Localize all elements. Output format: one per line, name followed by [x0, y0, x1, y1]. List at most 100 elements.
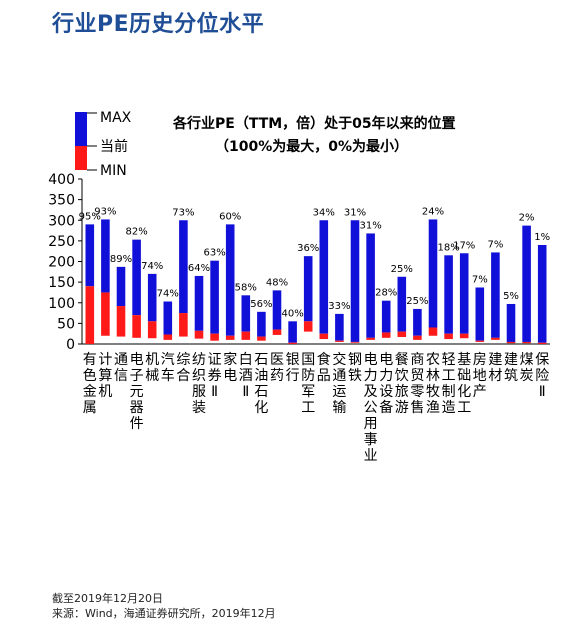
bar-current — [335, 340, 344, 342]
bar-current — [210, 333, 219, 341]
category-char: 电 — [223, 368, 237, 384]
percentile-label: 40% — [281, 308, 303, 319]
category-char: 工 — [457, 400, 471, 416]
category-char: 通 — [332, 368, 346, 384]
category-char: 煤 — [520, 352, 534, 368]
category-char: 炭 — [520, 368, 534, 384]
bar-current — [491, 337, 500, 340]
category-char: 林 — [426, 368, 440, 384]
category-char: 金 — [83, 384, 97, 400]
bar-max — [444, 255, 453, 334]
bar-current — [132, 315, 141, 338]
y-tick-label: 100 — [48, 296, 75, 312]
category-label: 钢铁 — [348, 352, 362, 384]
category-char: 酒 — [239, 368, 253, 384]
y-tick-label: 250 — [48, 234, 75, 250]
bar-max — [163, 301, 173, 335]
category-char: 国 — [301, 352, 315, 368]
category-char: 筑 — [504, 368, 518, 384]
legend-swatch-current — [75, 146, 87, 170]
category-char: 业 — [364, 448, 378, 464]
legend-label-max: MAX — [100, 110, 132, 126]
category-char: 装 — [192, 400, 206, 416]
y-axis: 0 50 100 150 200 250 300 350 400 — [48, 172, 550, 353]
category-char: 化 — [254, 400, 268, 416]
category-char: 化 — [457, 384, 471, 400]
category-char: 纺 — [192, 352, 206, 368]
category-char: 白 — [239, 352, 253, 368]
bar-current — [413, 335, 422, 340]
category-char: 证 — [208, 352, 222, 368]
chart-title-line1: 各行业PE（TTM，倍）处于05年以来的位置 — [172, 115, 456, 132]
category-label: 基础化工 — [457, 351, 471, 416]
bar-max — [116, 266, 126, 307]
category-char: 械 — [145, 368, 159, 384]
category-label: 房地产 — [473, 352, 487, 400]
category-label: 国防军工 — [301, 352, 315, 416]
category-char: 造 — [442, 400, 456, 416]
percentile-label: 17% — [453, 240, 475, 251]
category-label: 家电 — [223, 351, 237, 384]
bar-max — [397, 276, 407, 332]
footnote-date: 截至2019年12月20日 — [52, 592, 163, 605]
category-char: 力 — [364, 368, 378, 384]
category-char: 公 — [364, 400, 378, 416]
percentile-label: 93% — [94, 206, 116, 217]
bar-current — [475, 340, 485, 342]
bar-max — [537, 245, 547, 343]
category-char: 险 — [535, 368, 549, 384]
legend-label-current: 当前 — [100, 138, 128, 155]
category-label: 食品 — [317, 351, 331, 384]
page-title: 行业PE历史分位水平 — [52, 12, 265, 37]
category-label: 医药 — [270, 352, 284, 384]
category-char: 军 — [301, 384, 315, 400]
category-char: 机 — [145, 352, 159, 368]
bar-current — [147, 321, 157, 339]
category-char: 家 — [223, 351, 237, 368]
category-char: 属 — [83, 400, 97, 416]
category-char: 材 — [488, 368, 502, 384]
percentile-label: 48% — [266, 277, 288, 288]
bar-max — [381, 300, 391, 333]
bar-max — [350, 220, 360, 342]
percentile-label: 25% — [406, 296, 428, 307]
category-label: 纺织服装 — [192, 352, 206, 416]
percentile-label: 74% — [157, 289, 179, 300]
category-char: 游 — [395, 400, 409, 416]
category-char: 建 — [504, 352, 518, 368]
category-char: 工 — [442, 368, 456, 384]
bar-current — [522, 341, 531, 344]
category-char: 铁 — [348, 368, 362, 384]
bar-max — [366, 233, 375, 338]
bar-current — [537, 342, 547, 344]
category-label: 白酒 Ⅱ — [239, 352, 253, 400]
bar-max — [522, 225, 531, 342]
category-label: 综合 — [176, 352, 190, 384]
bars — [85, 219, 547, 344]
bar-max — [491, 252, 500, 338]
category-label: 农林牧渔 — [426, 352, 440, 416]
category-label: 机械 — [145, 352, 159, 384]
category-label: 证券 Ⅱ — [208, 352, 222, 400]
category-char: 建 — [488, 352, 502, 368]
category-char: 石 — [254, 384, 268, 400]
percentile-label: 74% — [141, 261, 163, 272]
bar-current — [319, 333, 329, 340]
percentile-label: 18% — [437, 242, 459, 253]
bar-max — [319, 220, 329, 334]
bar-current — [428, 327, 438, 336]
bar-current — [459, 333, 469, 339]
percentile-label: 56% — [250, 299, 272, 310]
category-char: 渔 — [426, 400, 440, 416]
category-char: 有 — [83, 352, 97, 368]
category-char: 子 — [130, 368, 144, 384]
category-char: 产 — [473, 384, 487, 400]
category-char: 机 — [98, 384, 112, 400]
category-label: 汽车 — [161, 352, 175, 384]
bar-current — [163, 334, 173, 340]
category-char: 轻 — [442, 352, 456, 368]
category-char: 设 — [379, 384, 393, 400]
bar-max — [241, 295, 251, 332]
bar-max — [303, 256, 313, 322]
